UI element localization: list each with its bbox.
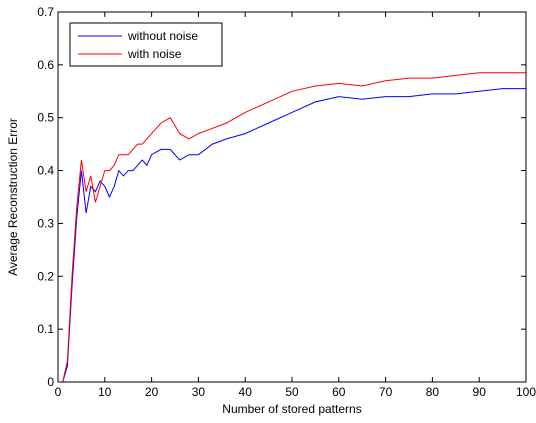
y-tick-label: 0.6 <box>37 58 54 72</box>
y-tick-label: 0 <box>47 375 54 389</box>
x-tick-label: 40 <box>239 385 253 399</box>
x-tick-label: 10 <box>98 385 112 399</box>
x-axis-label: Number of stored patterns <box>222 402 361 416</box>
x-tick-label: 0 <box>55 385 62 399</box>
legend-box <box>69 22 223 67</box>
y-tick-label: 0.2 <box>37 269 54 283</box>
y-tick-label: 0.4 <box>37 164 54 178</box>
y-tick-label: 0.7 <box>37 5 54 19</box>
plot-background <box>58 12 526 382</box>
tick-layer: 0 10 20 30 40 50 60 70 80 90 100 0 0.1 0.2 0.3 0.4 0.5 0.… <box>37 5 536 399</box>
x-tick-label: 100 <box>516 385 536 399</box>
y-tick-label: 0.5 <box>37 111 54 125</box>
series-line-with-noise <box>62 72 526 383</box>
x-tick-label: 60 <box>332 385 346 399</box>
y-axis-label: Average Reconstruction Error <box>6 118 20 276</box>
legend: without noise with noise <box>69 22 223 67</box>
y-tick-label: 0.3 <box>37 216 54 230</box>
y-tick-label: 0.1 <box>37 322 54 336</box>
series-layer <box>62 72 526 383</box>
x-tick-label: 80 <box>426 385 440 399</box>
x-tick-label: 70 <box>379 385 393 399</box>
legend-label: without noise <box>127 29 198 43</box>
x-tick-label: 30 <box>192 385 206 399</box>
legend-label: with noise <box>127 47 182 61</box>
x-tick-label: 90 <box>473 385 487 399</box>
x-tick-label: 20 <box>145 385 159 399</box>
x-tick-label: 50 <box>285 385 299 399</box>
